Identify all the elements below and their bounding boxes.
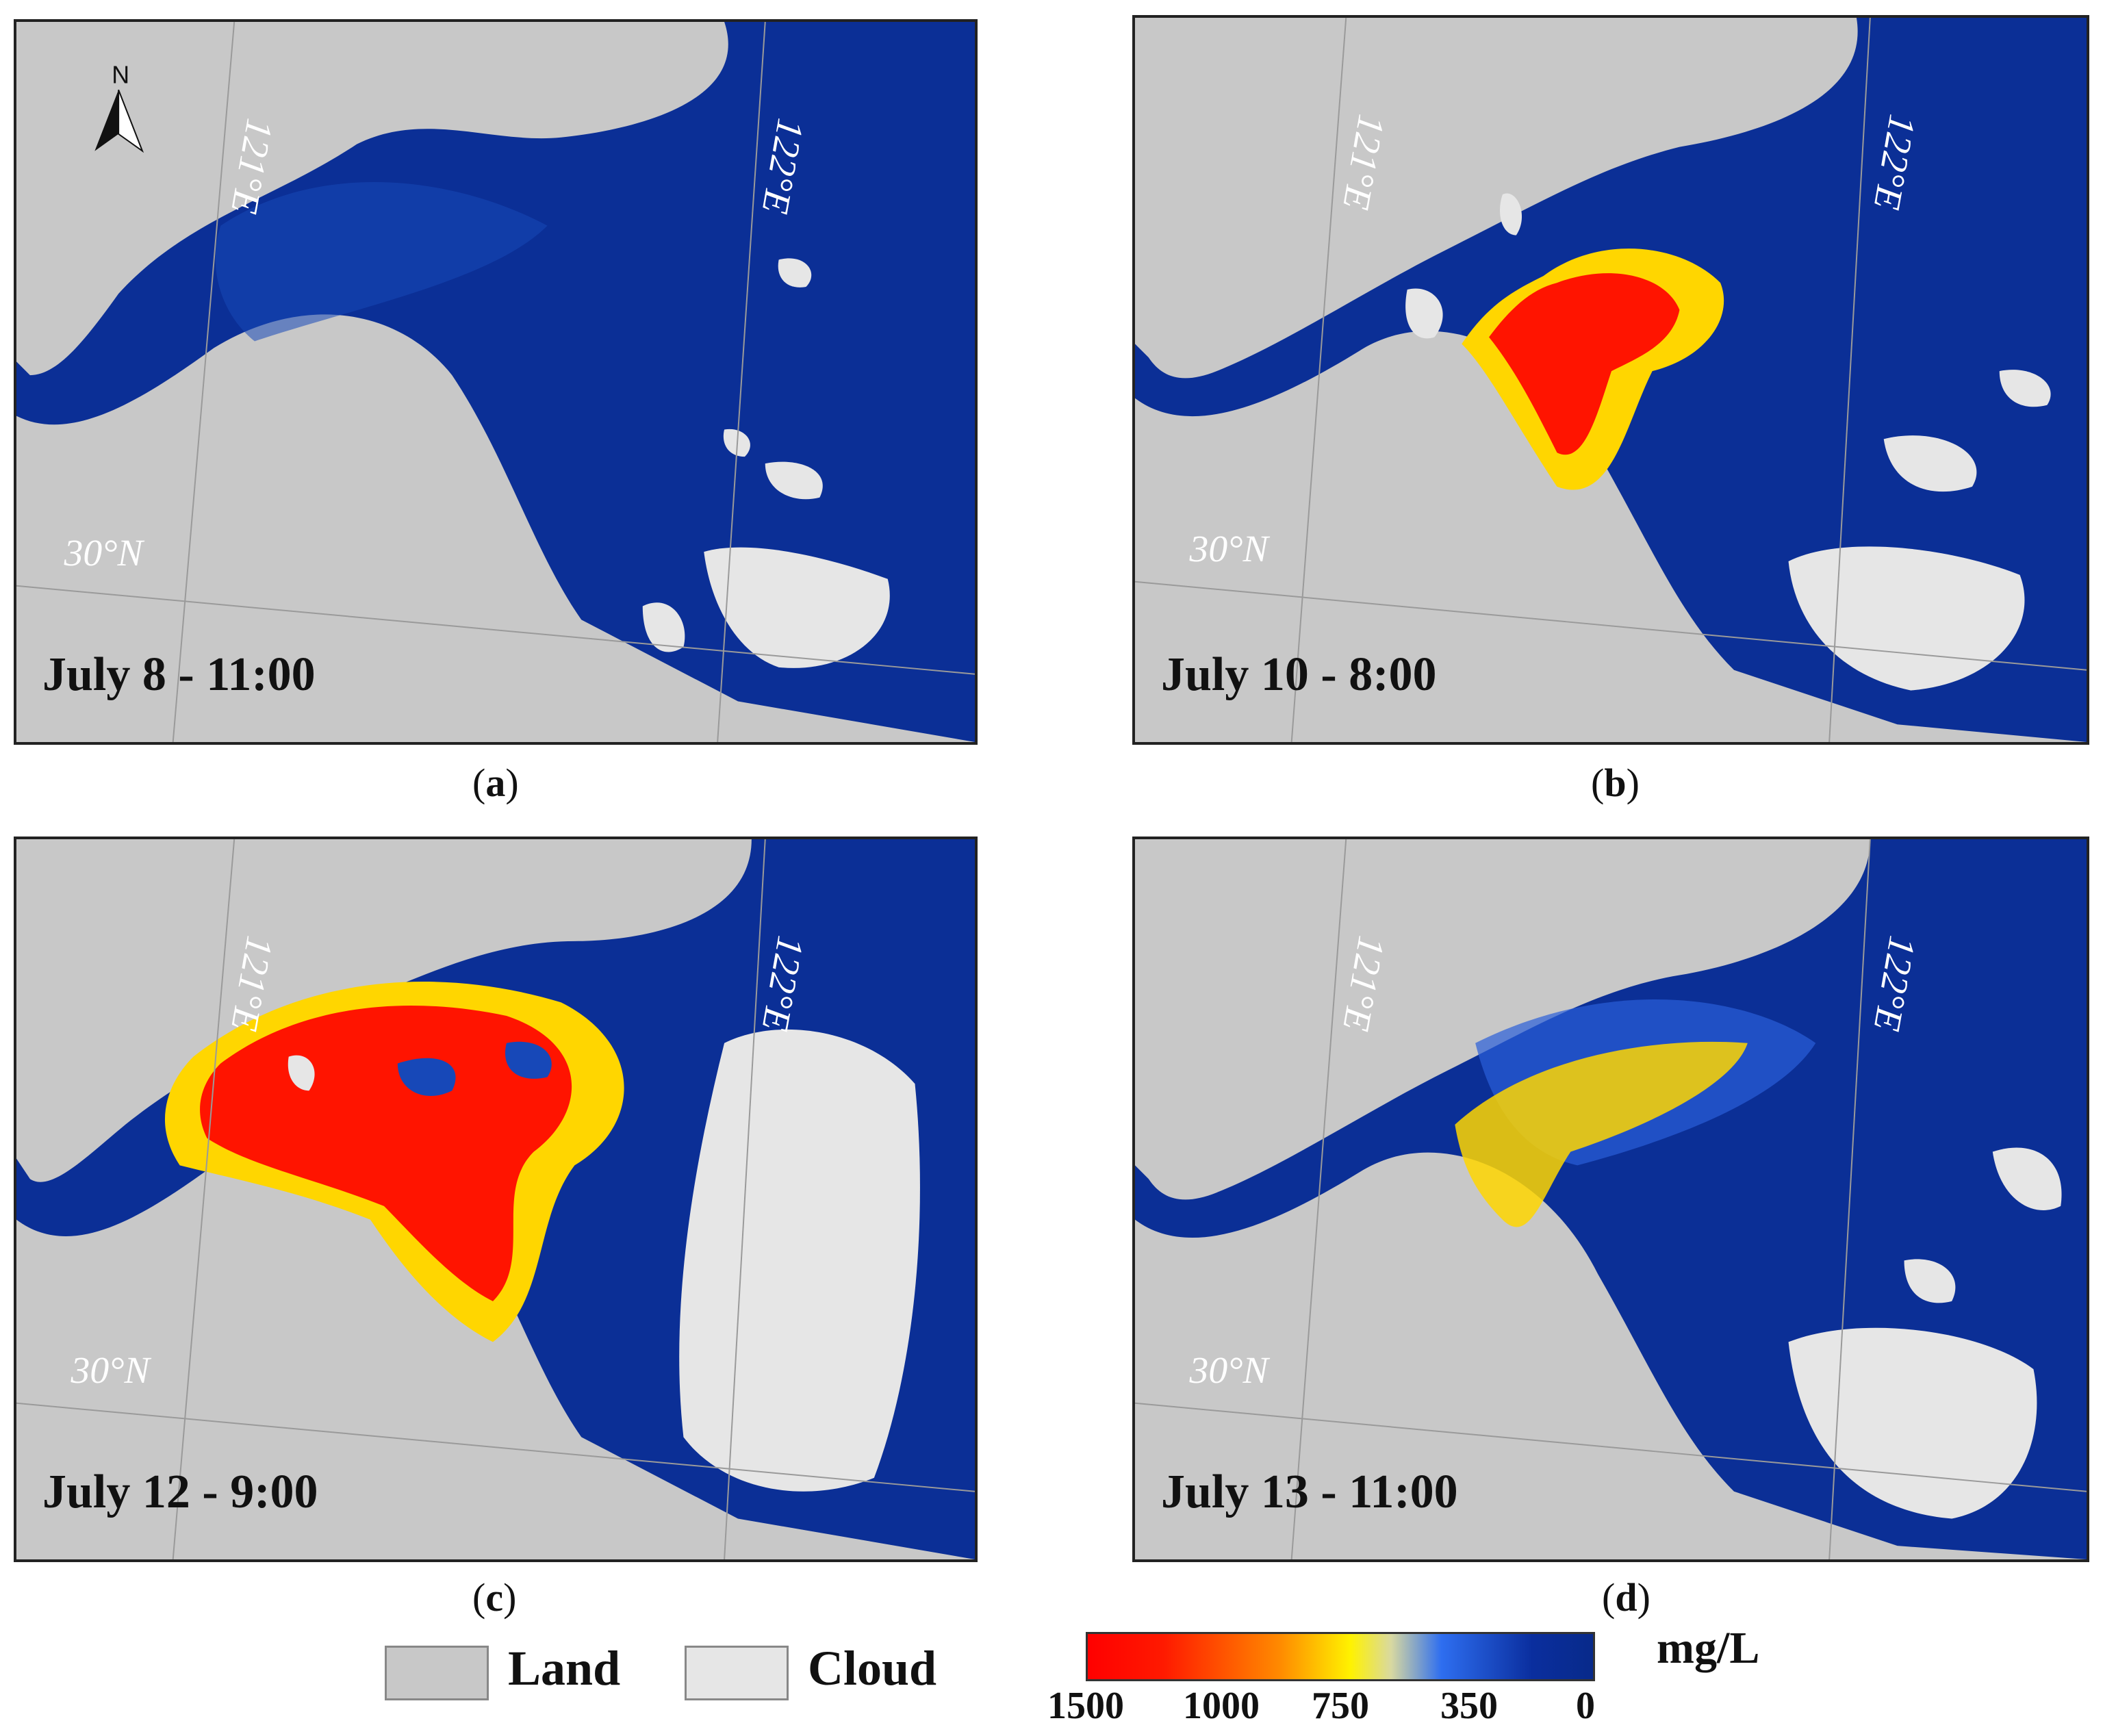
lon-label-121: 121°E [1334,933,1392,1034]
north-arrow-icon [94,89,144,153]
panel-date-c: July 12 - 9:00 [42,1466,318,1518]
caption-d: (d) [1602,1575,1650,1620]
map-b-svg: 121°E 122°E 30°N [1135,18,2087,742]
sediment-plume-red [1489,273,1680,455]
map-a-svg: 121°E 122°E 30°N N [16,22,975,742]
map-panel-a: 121°E 122°E 30°N N July 8 - 11:00 [14,19,978,745]
caption-a: (a) [472,761,519,805]
graticule [16,839,975,1559]
colorbar-tick-1500: 1500 [1047,1685,1124,1727]
lat-label-30: 30°N [1189,528,1271,570]
cloud-patches [288,1029,920,1492]
water-shade [215,181,548,342]
map-panel-d: 121°E 122°E 30°N July 13 - 11:00 [1132,837,2089,1562]
cloud-patches [642,258,890,668]
legend-cloud-label: Cloud [808,1641,937,1696]
panel-date-b: July 10 - 8:00 [1161,648,1437,701]
panel-date-d: July 13 - 11:00 [1161,1466,1458,1518]
map-d-svg: 121°E 122°E 30°N [1135,839,2087,1559]
concentration-colorbar [1086,1632,1595,1681]
caption-c: (c) [472,1575,517,1620]
map-c-svg: 121°E 122°E 30°N [16,839,975,1559]
panel-date-a: July 8 - 11:00 [42,648,316,701]
legend-cloud-swatch [685,1646,789,1700]
colorbar-tick-750: 750 [1312,1685,1369,1727]
lat-label-30: 30°N [1189,1349,1271,1392]
colorbar-tick-350: 350 [1440,1685,1498,1727]
lat-label-30: 30°N [71,1349,152,1392]
graticule [1135,839,2087,1559]
graticule [1135,18,2087,742]
plume-blue-hole [397,1058,456,1096]
colorbar-unit: mg/L [1657,1623,1760,1673]
lat-label-30: 30°N [64,532,145,574]
graticule [16,22,975,742]
plume-blue-hole-2 [505,1041,552,1079]
lon-label-121: 121°E [1334,112,1392,213]
colorbar-tick-0: 0 [1576,1685,1595,1727]
caption-b: (b) [1591,761,1640,805]
legend-land-label: Land [508,1641,621,1696]
map-panel-c: 121°E 122°E 30°N July 12 - 9:00 [14,837,978,1562]
cloud-patches [1405,193,2051,691]
legend-land-swatch [385,1646,489,1700]
cloud-patches [1788,1147,2062,1519]
sediment-plume-yellow [1455,1041,1748,1227]
colorbar-tick-1000: 1000 [1183,1685,1260,1727]
map-panel-b: 121°E 122°E 30°N July 10 - 8:00 [1132,15,2089,745]
north-label: N [112,61,129,88]
